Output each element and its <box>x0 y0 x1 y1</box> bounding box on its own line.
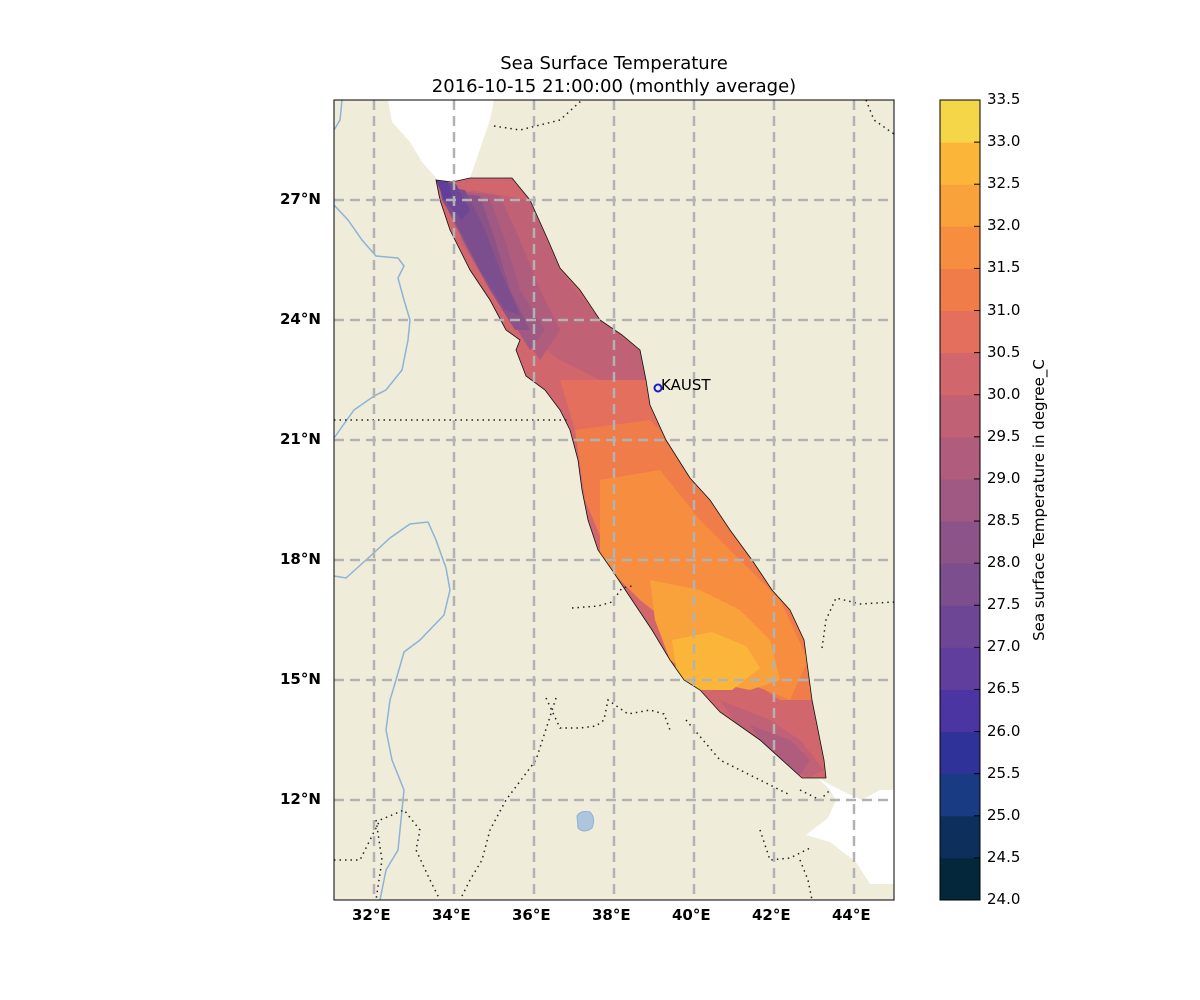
colorbar-segment <box>940 268 980 312</box>
colorbar-tick-label: 25.0 <box>987 805 1021 824</box>
lon-tick-label: 42°E <box>752 906 791 924</box>
colorbar-segment <box>940 352 980 396</box>
colorbar-segment <box>940 563 980 606</box>
colorbar <box>939 99 981 901</box>
colorbar-tick-label: 27.5 <box>987 595 1021 614</box>
plot-frame <box>333 99 895 901</box>
border-line <box>459 697 557 900</box>
colorbar-frame <box>939 99 981 901</box>
river-line <box>334 204 411 439</box>
border-line <box>821 597 894 649</box>
colorbar-tick-label: 32.5 <box>987 174 1021 193</box>
graticule <box>334 100 894 900</box>
colorbar-tick-label: 29.0 <box>987 468 1021 487</box>
border-line <box>375 819 383 900</box>
border-line <box>545 697 671 731</box>
lat-tick-label: 15°N <box>280 670 321 688</box>
temperature-band <box>436 180 452 200</box>
temperature-band <box>440 186 520 315</box>
lat-tick-label: 27°N <box>280 190 321 208</box>
colorbar-tick-label: 33.5 <box>987 90 1021 108</box>
colorbar-title: Sea surface Temperature in degree_C <box>1030 359 1048 641</box>
colorbar-segment <box>940 773 980 817</box>
temperature-band <box>750 725 810 775</box>
colorbar-tick-label: 31.5 <box>987 258 1021 277</box>
colorbar-tick-label: 30.5 <box>987 342 1021 361</box>
lat-tick-label: 21°N <box>280 430 321 448</box>
kaust-point <box>653 383 663 393</box>
colorbar-segment <box>940 689 980 733</box>
lon-tick-label: 32°E <box>352 906 391 924</box>
lon-tick-label: 36°E <box>512 906 551 924</box>
river-line <box>334 521 451 900</box>
colorbar-tick-label: 24.0 <box>987 890 1021 908</box>
colorbar-segment <box>940 605 980 648</box>
colorbar-tick-label: 24.5 <box>987 847 1021 866</box>
nile-river <box>334 100 451 900</box>
lon-tick-label: 40°E <box>672 906 711 924</box>
colorbar-segment <box>940 478 980 522</box>
colorbar-segment <box>940 310 980 354</box>
lon-tick-label: 34°E <box>432 906 471 924</box>
colorbar-segment <box>940 184 980 227</box>
chart-title: Sea Surface Temperature <box>500 53 728 74</box>
lat-tick-label: 12°N <box>280 790 321 808</box>
gulf-of-suez <box>388 100 494 184</box>
colorbar-segment <box>940 815 980 859</box>
colorbar-segment <box>940 100 980 143</box>
colorbar-tick-label: 30.0 <box>987 384 1021 403</box>
colorbar-segment <box>940 226 980 269</box>
lon-tick-label: 38°E <box>592 906 631 924</box>
border-line <box>334 809 441 900</box>
lon-tick-label: 44°E <box>832 906 871 924</box>
red-sea-coastline <box>435 177 827 779</box>
colorbar-tick-label: 31.0 <box>987 300 1021 319</box>
colorbar-segment <box>940 647 980 690</box>
border-line <box>571 585 633 609</box>
colorbar-tick-label: 28.5 <box>987 511 1021 530</box>
colorbar-segment <box>940 142 980 185</box>
colorbar-segment <box>940 731 980 775</box>
lake-tana <box>576 811 595 832</box>
colorbar-tick-label: 32.0 <box>987 216 1021 235</box>
colorbar-tick-label: 28.0 <box>987 553 1021 572</box>
colorbar-tick-label: 33.0 <box>987 132 1021 151</box>
colorbar-tick-label: 27.0 <box>987 637 1021 656</box>
gulf-of-aden <box>806 778 894 884</box>
colorbar-tick-label: 25.5 <box>987 763 1021 782</box>
kaust-marker <box>653 383 663 393</box>
colorbar-tick-label: 26.5 <box>987 679 1021 698</box>
colorbar-tick-label: 26.0 <box>987 721 1021 740</box>
lat-tick-label: 18°N <box>280 550 321 568</box>
kaust-label: KAUST <box>661 376 711 394</box>
colorbar-segment <box>940 436 980 480</box>
colorbar-segment <box>940 857 980 901</box>
colorbar-segment <box>940 521 980 564</box>
colorbar-tick-label: 29.5 <box>987 426 1021 445</box>
colorbar-segment <box>940 394 980 438</box>
chart-subtitle: 2016-10-15 21:00:00 (monthly average) <box>431 76 797 97</box>
river-line <box>334 100 343 131</box>
lat-tick-label: 24°N <box>280 310 321 328</box>
